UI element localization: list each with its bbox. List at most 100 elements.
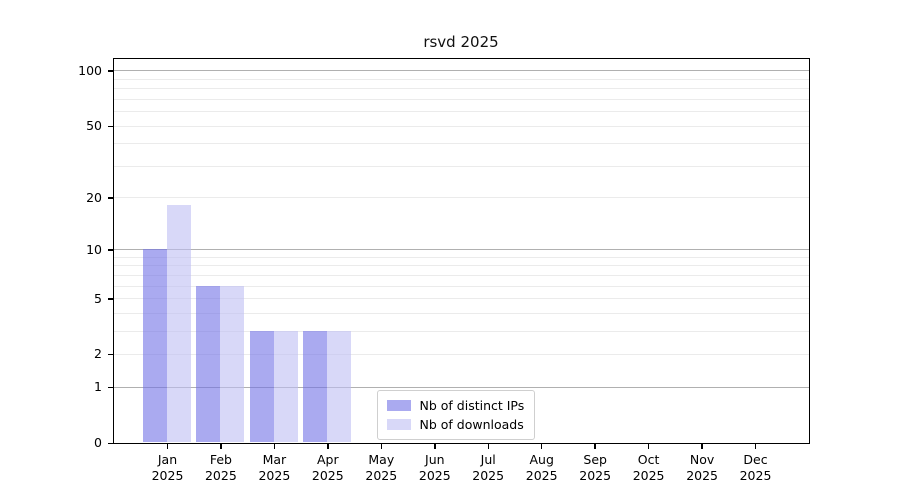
gridline-y-60 [113, 111, 809, 112]
y-tick-mark-1 [107, 386, 113, 389]
legend-item-distinct-ips: Nb of distinct IPs [386, 397, 525, 413]
gridline-y-20 [113, 197, 809, 198]
x-tick-year: 2025 [418, 468, 451, 483]
gridline-y-40 [113, 143, 809, 145]
bar-distinct-ips-apr [303, 330, 328, 443]
y-tick-label-20: 20 [86, 189, 102, 205]
x-tick-year: 2025 [579, 468, 612, 483]
x-tick-label-apr: Apr 2025 [296, 452, 360, 484]
y-tick-mark-2 [107, 353, 113, 356]
gridline-y-100 [113, 70, 809, 72]
y-tick-label-100: 100 [78, 62, 102, 78]
x-tick-month: Sep [583, 452, 607, 467]
y-tick-label-5: 5 [94, 290, 102, 306]
y-tick-label-0: 0 [94, 435, 102, 450]
legend-swatch-downloads [386, 418, 411, 430]
x-tick-mark-jan [166, 444, 169, 449]
y-tick-label-2: 2 [94, 346, 102, 362]
bar-distinct-ips-mar [249, 330, 274, 443]
x-tick-month: Mar [262, 452, 287, 467]
legend-swatch-distinct-ips [386, 399, 411, 411]
x-tick-year: 2025 [204, 468, 237, 483]
x-tick-year: 2025 [739, 468, 772, 483]
x-tick-year: 2025 [525, 468, 558, 483]
legend-item-downloads: Nb of downloads [386, 416, 525, 432]
x-tick-mark-feb [220, 444, 222, 449]
gridline-y-10 [113, 249, 809, 251]
x-tick-month: Apr [316, 452, 339, 467]
x-tick-month: Nov [689, 452, 715, 467]
y-tick-label-50: 50 [86, 118, 102, 133]
chart-title: rsvd 2025 [423, 33, 499, 51]
x-tick-label-oct: Oct 2025 [617, 452, 681, 484]
x-tick-month: Jun [425, 452, 445, 467]
bar-distinct-ips-feb [196, 285, 221, 443]
gridline-y-2 [113, 353, 809, 355]
x-tick-month: Jul [480, 452, 496, 467]
y-tick-mark-10 [107, 249, 113, 251]
y-tick-mark-100 [107, 70, 113, 72]
x-tick-label-jun: Jun 2025 [403, 452, 467, 484]
x-tick-month: May [368, 452, 395, 467]
legend-label-downloads: Nb of downloads [419, 416, 524, 432]
gridline-y-9 [113, 256, 809, 258]
gridline-y-4 [113, 312, 809, 314]
x-tick-label-feb: Feb 2025 [189, 452, 253, 484]
bar-downloads-apr [327, 330, 352, 443]
x-tick-year: 2025 [151, 468, 184, 483]
x-tick-label-dec: Dec 2025 [724, 452, 788, 484]
x-tick-year: 2025 [472, 468, 505, 483]
x-tick-mark-apr [327, 444, 329, 449]
gridline-y-80 [113, 88, 809, 90]
x-tick-mark-nov [701, 444, 703, 449]
x-tick-month: Jan [157, 452, 178, 467]
gridline-y-5 [113, 298, 809, 299]
x-tick-year: 2025 [311, 468, 344, 483]
y-tick-mark-5 [107, 298, 113, 300]
legend-label-distinct-ips: Nb of distinct IPs [419, 397, 525, 413]
y-tick-mark-20 [107, 197, 113, 199]
gridline-y-3 [113, 330, 809, 332]
gridline-y-7 [113, 274, 809, 276]
y-tick-label-10: 10 [86, 241, 102, 257]
y-tick-mark-0 [107, 442, 113, 444]
x-tick-year: 2025 [365, 468, 398, 483]
x-tick-label-aug: Aug 2025 [510, 452, 574, 484]
bar-downloads-feb [220, 285, 245, 443]
gridline-y-8 [113, 265, 809, 267]
gridlines-layer [113, 59, 809, 443]
bars-layer [114, 59, 809, 443]
gridline-y-70 [113, 98, 809, 100]
gridline-y-90 [113, 78, 809, 80]
gridline-y-6 [113, 285, 809, 287]
gridline-y-50 [113, 125, 809, 127]
bar-downloads-jan [167, 205, 192, 443]
x-tick-label-may: May 2025 [349, 452, 413, 484]
x-tick-mark-sep [594, 444, 596, 449]
x-tick-label-nov: Nov 2025 [670, 452, 734, 484]
x-tick-mark-may [380, 444, 383, 449]
y-tick-mark-50 [107, 125, 113, 127]
gridline-y-30 [113, 165, 809, 167]
x-tick-month: Feb [209, 452, 232, 467]
x-tick-year: 2025 [258, 468, 291, 483]
x-tick-mark-dec [754, 444, 757, 449]
plot-area: Nb of distinct IPs Nb of downloads [112, 57, 810, 444]
x-tick-label-mar: Mar 2025 [242, 452, 306, 484]
x-tick-mark-jun [434, 444, 436, 449]
x-tick-year: 2025 [632, 468, 665, 483]
x-tick-year: 2025 [686, 468, 718, 483]
x-tick-label-jan: Jan 2025 [136, 452, 200, 484]
bar-distinct-ips-jan [142, 249, 167, 443]
x-tick-mark-oct [647, 444, 650, 449]
legend: Nb of distinct IPs Nb of downloads [376, 389, 536, 440]
x-tick-mark-mar [273, 444, 276, 449]
x-tick-month: Dec [743, 452, 768, 467]
y-tick-label-1: 1 [94, 379, 102, 395]
x-tick-month: Oct [637, 452, 660, 467]
x-tick-label-jul: Jul 2025 [456, 452, 520, 484]
x-tick-label-sep: Sep 2025 [563, 452, 627, 484]
x-tick-mark-jul [487, 444, 489, 449]
x-tick-mark-aug [540, 444, 543, 449]
